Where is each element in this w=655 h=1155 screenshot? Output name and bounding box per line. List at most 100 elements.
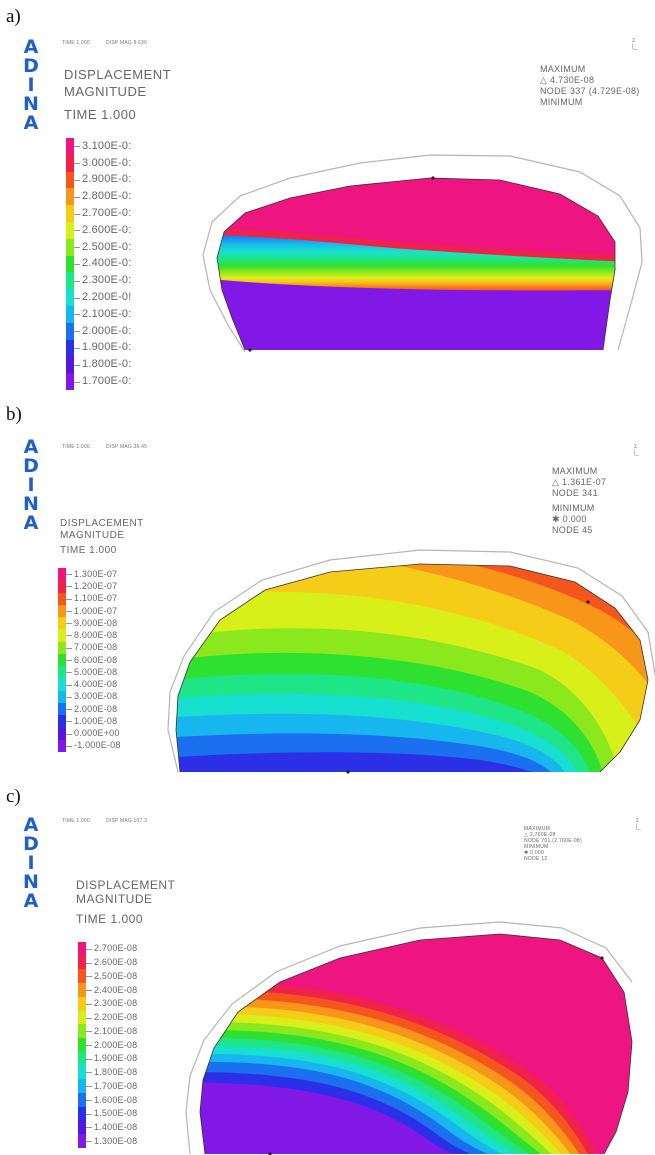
legend-tick: [86, 976, 92, 978]
plot-title: DISPLACEMENT MAGNITUDE TIME 1.000: [60, 518, 144, 556]
legend-color-swatch: [66, 138, 74, 155]
legend-label: 1.200E-07: [74, 581, 118, 591]
axis-triad-icon: z |_: [632, 38, 637, 50]
legend-label: 2.400E-08: [94, 984, 138, 995]
legend-color-swatch: [78, 1010, 86, 1025]
panel-b: b) A D I N A TIME 1.000 DISP MAG 36.45 z…: [0, 400, 655, 778]
displacement-contour-plot: [202, 154, 643, 353]
color-legend: 3.100E-0: 3.000E-0: 2.900E-0: 2.800E-0: 2.70…: [66, 138, 166, 390]
legend-label: 1.000E-08: [74, 715, 118, 726]
legend-label: 2.900E-0:: [82, 173, 132, 186]
plot-title: DISPLACEMENT MAGNITUDE TIME 1.000: [64, 67, 172, 122]
legend-color-swatch: [78, 1024, 86, 1039]
max-min-info: MAXIMUM △ 2.760E-08 NODE 701 (2.760E-08)…: [524, 826, 582, 862]
legend-label: 1.400E-08: [94, 1122, 138, 1132]
legend-color-swatch: [58, 604, 66, 618]
legend-tick: [66, 635, 72, 637]
axis-triad-icon: z |_: [634, 444, 639, 456]
legend-tick: [66, 647, 72, 649]
legend-tick: [86, 990, 92, 992]
time-header: TIME 1.000: [62, 818, 90, 824]
legend-tick: [66, 709, 72, 711]
legend-label: 2.000E-0:: [82, 324, 132, 337]
panel-label: c): [6, 786, 21, 807]
legend-color-swatch: [58, 592, 66, 605]
legend-tick: [74, 213, 80, 215]
legend-color-swatch: [58, 568, 66, 581]
legend-label: 8.000E-08: [74, 630, 118, 641]
legend-tick: [74, 180, 80, 181]
legend-color-swatch: [66, 221, 74, 239]
legend-label: 6.000E-08: [74, 654, 118, 665]
legend-tick: [86, 1141, 92, 1143]
legend-tick: [66, 660, 72, 661]
legend-color-swatch: [58, 641, 66, 654]
legend-label: 1.700E-0:: [82, 375, 132, 387]
color-legend: 2.700E-08 2.600E-08 2.500E-08 2.400E-08 2.30…: [78, 942, 178, 1148]
time-header: TIME 1.000: [62, 444, 90, 450]
legend-tick: [74, 196, 80, 198]
legend-color-swatch: [66, 154, 74, 172]
legend-color-swatch: [58, 715, 66, 728]
legend-label: 7.000E-08: [74, 642, 118, 653]
legend-color-swatch: [78, 996, 86, 1011]
adina-logo: A D I N A: [23, 436, 39, 534]
outer-boundary: [167, 549, 655, 773]
legend-color-swatch: [58, 739, 66, 752]
legend-tick: [66, 598, 72, 600]
legend-label: 0.000E+00: [74, 728, 120, 739]
legend-label: 1.800E-0:: [82, 358, 132, 371]
legend-tick: [86, 1127, 92, 1129]
legend-color-swatch: [78, 969, 86, 984]
legend-label: 1.000E-07: [74, 605, 118, 616]
legend-label: 2.000E-08: [74, 703, 118, 714]
legend-label: 3.000E-08: [74, 691, 118, 702]
legend-label: 1.900E-0:: [82, 341, 132, 354]
legend-tick: [66, 623, 72, 625]
legend-color-swatch: [78, 1038, 86, 1052]
legend-tick: [86, 1003, 92, 1005]
disp-header: DISP MAG 107.3: [106, 818, 148, 824]
legend-tick: [86, 1113, 92, 1115]
legend-label: 1.600E-08: [94, 1094, 138, 1105]
legend-label: 9.000E-08: [74, 617, 118, 628]
legend-color-swatch: [58, 702, 66, 716]
legend-tick: [74, 331, 80, 333]
node-marker: [268, 1152, 272, 1155]
legend-tick: [86, 1072, 92, 1074]
legend-label: 2.500E-08: [94, 970, 138, 981]
legend-tick: [86, 1031, 92, 1033]
legend-tick: [66, 696, 72, 698]
legend-tick: [74, 264, 80, 265]
legend-color-swatch: [58, 690, 66, 703]
legend-label: 3.100E-0:: [82, 139, 132, 152]
legend-color-swatch: [58, 666, 66, 679]
legend-label: 1.500E-08: [94, 1108, 138, 1119]
legend-label: 1.900E-08: [94, 1053, 138, 1064]
legend-label: 1.300E-08: [94, 1135, 138, 1146]
legend-color-swatch: [66, 272, 74, 290]
legend-color-swatch: [66, 188, 74, 206]
legend-tick: [66, 610, 72, 612]
legend-color-swatch: [78, 1092, 86, 1107]
panel-c: c) A D I N A TIME 1.000 DISP MAG 107.3 z…: [0, 782, 655, 1155]
legend-tick: [74, 163, 80, 165]
legend-label: 2.100E-08: [94, 1025, 138, 1036]
node-marker: [346, 770, 350, 774]
legend-label: 2.000E-08: [94, 1039, 138, 1050]
legend-tick: [66, 745, 72, 747]
outer-boundary: [185, 921, 633, 1155]
legend-tick: [86, 962, 92, 964]
legend-color-swatch: [58, 727, 66, 740]
legend-color-swatch: [66, 373, 74, 390]
legend-color-swatch: [78, 1065, 86, 1080]
node-marker: [248, 348, 252, 352]
legend-tick: [74, 146, 80, 148]
legend-color-bar: [66, 138, 74, 390]
legend-label: 2.800E-0:: [82, 190, 132, 203]
legend-color-swatch: [66, 205, 74, 222]
node-marker: [586, 600, 590, 604]
legend-color-swatch: [66, 305, 74, 323]
node-marker: [431, 176, 435, 180]
legend-label: 4.000E-08: [74, 679, 118, 690]
